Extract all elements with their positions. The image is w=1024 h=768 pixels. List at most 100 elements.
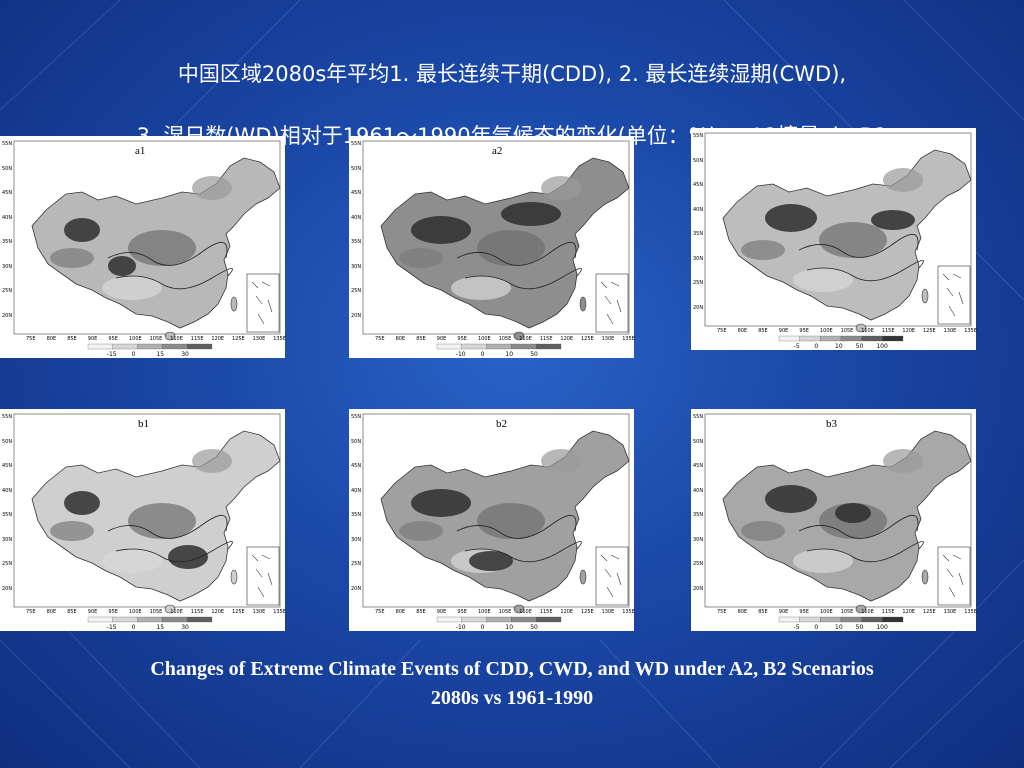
longitude-label: 110E (519, 336, 532, 342)
hainan-island (513, 604, 525, 614)
shaded-region (50, 248, 94, 268)
yangtze-river (806, 541, 924, 563)
yellow-river (798, 234, 919, 258)
shaded-region (741, 240, 785, 260)
longitude-label: 135E (622, 336, 635, 342)
latitude-label: 25N (693, 280, 704, 286)
latitude-label: 25N (2, 561, 13, 567)
latitude-label: 35N (2, 512, 13, 518)
dark-shaded-region (108, 256, 136, 276)
shaded-region (128, 230, 196, 266)
colorbar-segment (436, 616, 462, 623)
longitude-label: 130E (943, 609, 957, 615)
latitude-label: 30N (351, 536, 362, 543)
panel-label: a2 (492, 145, 503, 157)
colorbar-segment (820, 335, 842, 342)
longitude-label: 100E (129, 336, 142, 342)
inset-islands (942, 273, 964, 317)
colorbar-tick-label: 50 (855, 343, 864, 350)
longitude-label: 100E (820, 328, 833, 334)
colorbar-tick-label: 30 (181, 624, 189, 631)
shaded-region (50, 521, 94, 541)
shaded-region (128, 503, 196, 539)
latitude-label: 55N (693, 414, 704, 420)
shaded-region (399, 248, 443, 268)
latitude-label: 45N (693, 182, 704, 188)
latitude-label: 50N (2, 438, 13, 445)
longitude-label: 90E (87, 336, 98, 342)
longitude-label: 90E (778, 609, 789, 615)
colorbar-segment (187, 343, 213, 350)
colorbar-segment (486, 343, 512, 350)
longitude-label: 75E (717, 609, 727, 615)
colorbar-tick-label: 10 (505, 351, 514, 358)
longitude-label: 95E (108, 336, 118, 342)
latitude-label: 30N (693, 536, 704, 543)
longitude-label: 95E (457, 336, 467, 342)
dark-shaded-region (835, 503, 871, 523)
shaded-region (541, 176, 581, 200)
colorbar-tick-label: 0 (131, 351, 136, 358)
taiwan-island (921, 288, 929, 304)
panel-label: b2 (496, 418, 507, 430)
latitude-label: 45N (693, 463, 704, 469)
latitude-label: 40N (2, 487, 13, 494)
longitude-label: 85E (758, 609, 768, 615)
colorbar-segment (861, 616, 883, 623)
yangtze-river (464, 268, 582, 290)
china-map (704, 132, 972, 342)
dark-shaded-region (765, 485, 817, 513)
yangtze-river (115, 268, 233, 290)
longitude-label: 85E (758, 328, 768, 334)
longitude-label: 105E (840, 328, 854, 334)
latitude-label: 55N (351, 141, 362, 147)
longitude-label: 105E (498, 609, 512, 615)
longitude-label: 135E (964, 609, 977, 615)
longitude-label: 75E (375, 609, 385, 615)
longitude-label: 115E (539, 609, 553, 615)
longitude-label: 80E (737, 328, 748, 334)
yellow-river (107, 515, 228, 539)
longitude-label: 130E (943, 328, 957, 334)
colorbar-segment (87, 343, 113, 350)
colorbar-tick-label: -5 (793, 624, 800, 631)
map-panel: -5 0 10 50 100 55N 50N 45N 40N 35N 30N 25N 20N 75E 80E… (691, 409, 977, 631)
hainan-island (855, 323, 867, 333)
longitude-label: 100E (478, 609, 491, 615)
map-panel: -15 0 15 30 55N 50N 45N 40N 35N 30N 25N 20N 75E 80E 85… (0, 409, 286, 631)
colorbar-tick-label: 50 (855, 624, 864, 631)
china-map (13, 413, 281, 623)
longitude-label: 115E (190, 609, 204, 615)
latitude-label: 20N (693, 585, 704, 592)
colorbar-segment (861, 335, 883, 342)
longitude-label: 125E (923, 328, 936, 334)
colorbar-segment (112, 343, 138, 350)
latitude-label: 25N (351, 561, 362, 567)
colorbar-segment (112, 616, 138, 623)
longitude-label: 75E (375, 336, 385, 342)
latitude-label: 50N (351, 438, 362, 445)
colorbar-tick-label: 0 (131, 624, 136, 631)
colorbar-segment (840, 616, 862, 623)
longitude-label: 85E (416, 609, 426, 615)
colorbar-segment (820, 616, 842, 623)
latitude-label: 40N (693, 206, 704, 213)
latitude-label: 30N (2, 263, 13, 270)
shaded-region (102, 549, 162, 573)
longitude-label: 135E (964, 328, 977, 334)
dark-shaded-region (411, 489, 471, 517)
latitude-label: 35N (693, 231, 704, 237)
latitude-label: 35N (351, 512, 362, 518)
longitude-label: 80E (737, 609, 748, 615)
taiwan-island (579, 296, 587, 312)
longitude-label: 125E (581, 609, 594, 615)
latitude-label: 40N (351, 487, 362, 494)
shaded-region (399, 521, 443, 541)
latitude-label: 40N (693, 487, 704, 494)
longitude-label: 100E (129, 609, 142, 615)
colorbar-tick-label: 10 (505, 624, 514, 631)
taiwan-island (579, 569, 587, 585)
shaded-region (477, 503, 545, 539)
shaded-region (451, 276, 511, 300)
inset-islands (942, 554, 964, 598)
